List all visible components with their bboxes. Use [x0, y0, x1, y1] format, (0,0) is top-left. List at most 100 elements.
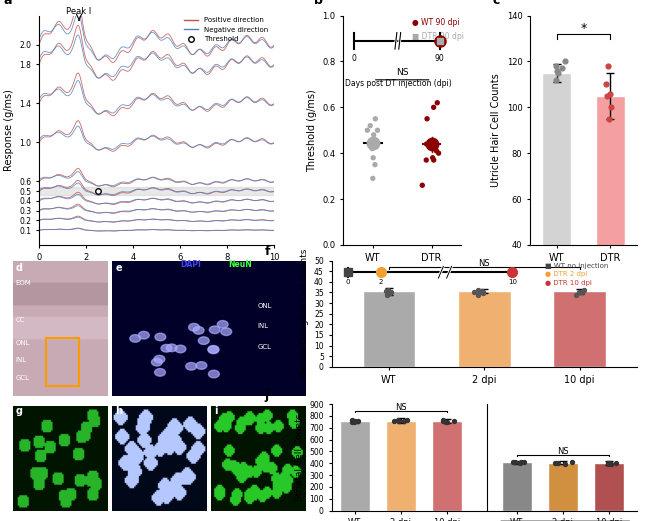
Point	[606, 103, 616, 111]
Circle shape	[196, 362, 207, 369]
Point	[515, 458, 525, 467]
Point	[549, 459, 560, 467]
Circle shape	[193, 327, 204, 334]
Point	[434, 149, 444, 157]
Point	[473, 286, 483, 294]
Point	[478, 289, 488, 297]
Bar	[39, 188, 274, 195]
Text: *: *	[580, 22, 587, 35]
Point	[385, 288, 396, 296]
Circle shape	[175, 345, 186, 353]
Point	[469, 288, 479, 296]
Point	[417, 181, 428, 190]
Text: j: j	[265, 389, 268, 402]
Bar	[363, 291, 415, 367]
Y-axis label: Striatal Cell Counts: Striatal Cell Counts	[294, 414, 304, 501]
Point	[385, 289, 395, 297]
Text: ● WT 90 dpi: ● WT 90 dpi	[411, 18, 459, 27]
Point	[370, 160, 380, 169]
Point	[432, 98, 443, 107]
Text: NS: NS	[478, 259, 490, 268]
Circle shape	[166, 344, 177, 352]
Point	[610, 458, 621, 467]
Point	[381, 287, 391, 295]
Point	[402, 415, 412, 424]
Point	[422, 115, 432, 123]
Point	[560, 460, 570, 468]
Point	[367, 138, 378, 146]
Point	[353, 417, 363, 425]
Circle shape	[209, 370, 219, 378]
Text: f: f	[265, 245, 270, 258]
Bar	[542, 73, 571, 337]
Circle shape	[161, 344, 172, 352]
Text: ● DTR 2 dpi: ● DTR 2 dpi	[545, 271, 588, 277]
Circle shape	[186, 363, 196, 370]
Bar	[46, 338, 79, 386]
Point	[606, 460, 616, 468]
Text: ONL: ONL	[16, 340, 31, 346]
Point	[571, 290, 582, 299]
Bar	[553, 291, 606, 367]
Point	[394, 417, 404, 425]
Text: g: g	[16, 406, 23, 416]
Point	[552, 458, 563, 467]
Point	[604, 90, 615, 98]
Text: EOM: EOM	[16, 280, 32, 286]
Point	[442, 418, 452, 426]
Point	[508, 457, 519, 466]
Point	[556, 64, 567, 72]
Text: b: b	[314, 0, 323, 7]
Circle shape	[188, 324, 200, 331]
Circle shape	[155, 333, 166, 341]
Point	[427, 144, 437, 153]
Text: INL: INL	[16, 357, 27, 364]
Point	[604, 115, 614, 123]
Point	[365, 121, 376, 130]
Y-axis label: Threshold (g/ms): Threshold (g/ms)	[307, 89, 317, 171]
Point	[578, 286, 589, 294]
Text: GCL: GCL	[257, 344, 271, 350]
Circle shape	[130, 334, 140, 342]
Point	[428, 154, 438, 162]
Text: Peak I: Peak I	[66, 7, 92, 16]
Point	[438, 417, 448, 426]
Text: ■ DTR 90 dpi: ■ DTR 90 dpi	[411, 32, 463, 41]
Point	[431, 147, 441, 155]
Circle shape	[209, 326, 220, 333]
Circle shape	[155, 368, 166, 376]
Point	[421, 140, 432, 148]
Point	[603, 460, 613, 468]
Point	[362, 126, 372, 134]
Point	[560, 57, 570, 66]
Bar	[548, 463, 578, 511]
Point	[578, 287, 588, 295]
Point	[510, 457, 521, 466]
Point	[428, 156, 439, 164]
Text: h: h	[115, 406, 122, 416]
Point	[567, 458, 577, 466]
Point	[603, 459, 614, 467]
Point	[421, 156, 432, 164]
Point	[367, 144, 378, 153]
Point	[368, 154, 378, 162]
Point	[551, 458, 562, 467]
Text: ONL: ONL	[257, 303, 272, 309]
Point	[477, 288, 488, 296]
Point	[393, 416, 403, 425]
Text: d: d	[16, 264, 23, 274]
Point	[553, 69, 564, 77]
Point	[348, 418, 359, 426]
Point	[577, 288, 587, 296]
Text: NS: NS	[396, 68, 408, 77]
Text: NeuN: NeuN	[228, 260, 252, 269]
Point	[370, 115, 380, 123]
X-axis label: Time (ms): Time (ms)	[132, 267, 181, 277]
Circle shape	[138, 331, 150, 339]
Point	[368, 174, 378, 182]
Bar	[432, 421, 462, 511]
Point	[602, 92, 612, 100]
Point	[604, 459, 615, 467]
Point	[449, 417, 460, 425]
Text: DAPI: DAPI	[180, 260, 201, 269]
